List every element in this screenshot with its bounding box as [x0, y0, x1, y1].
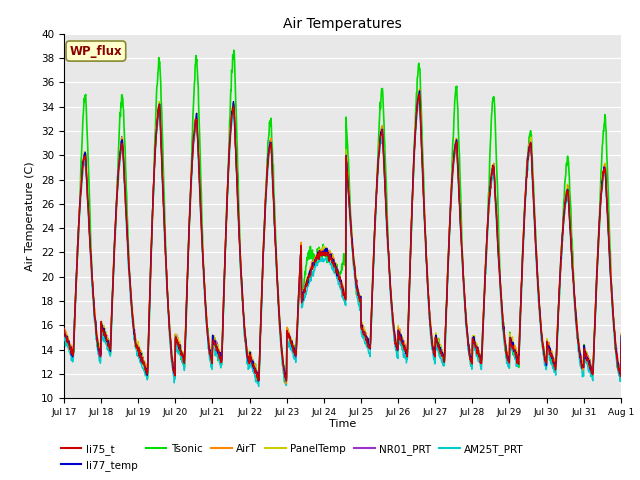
li77_temp: [502, 345, 509, 350]
Tsonic: [335, 274, 343, 280]
li75_t: [335, 275, 342, 281]
AM25T_PRT: [346, 217, 354, 223]
Tsonic: [153, 83, 161, 89]
PanelTemp: [502, 344, 509, 349]
NR01_PRT: [153, 120, 161, 126]
AirT: [60, 327, 68, 333]
AirT: [589, 372, 596, 377]
Line: AM25T_PRT: AM25T_PRT: [64, 101, 640, 386]
li75_t: [346, 210, 354, 216]
PanelTemp: [589, 366, 596, 372]
Legend: li75_t, li77_temp, Tsonic, AirT, PanelTemp, NR01_PRT, AM25T_PRT: li75_t, li77_temp, Tsonic, AirT, PanelTe…: [56, 439, 528, 475]
Tsonic: [60, 330, 68, 336]
li75_t: [589, 370, 596, 375]
AirT: [282, 381, 290, 386]
AM25T_PRT: [153, 131, 161, 136]
NR01_PRT: [283, 377, 291, 383]
AM25T_PRT: [589, 378, 596, 384]
AirT: [153, 120, 161, 126]
Line: li75_t: li75_t: [64, 95, 640, 381]
PanelTemp: [416, 86, 424, 92]
li77_temp: [346, 212, 354, 218]
AirT: [346, 205, 354, 211]
Tsonic: [346, 208, 354, 214]
Tsonic: [282, 379, 290, 385]
Tsonic: [502, 342, 509, 348]
Line: NR01_PRT: NR01_PRT: [64, 94, 640, 380]
X-axis label: Time: Time: [329, 419, 356, 429]
PanelTemp: [335, 276, 342, 282]
Line: PanelTemp: PanelTemp: [64, 89, 640, 379]
li75_t: [415, 92, 423, 97]
li77_temp: [255, 378, 262, 384]
Line: li77_temp: li77_temp: [64, 91, 640, 381]
NR01_PRT: [60, 326, 68, 332]
Title: Air Temperatures: Air Temperatures: [283, 17, 402, 31]
AM25T_PRT: [416, 98, 424, 104]
li77_temp: [60, 328, 68, 334]
PanelTemp: [346, 209, 354, 215]
PanelTemp: [60, 326, 68, 332]
li77_temp: [153, 122, 161, 128]
Line: Tsonic: Tsonic: [64, 50, 640, 382]
NR01_PRT: [502, 343, 509, 349]
AM25T_PRT: [60, 334, 68, 340]
li77_temp: [416, 88, 424, 94]
AirT: [416, 87, 424, 93]
Line: AirT: AirT: [64, 90, 640, 384]
AM25T_PRT: [255, 384, 262, 389]
AM25T_PRT: [335, 280, 342, 286]
NR01_PRT: [335, 271, 342, 276]
li75_t: [502, 345, 509, 350]
AM25T_PRT: [502, 350, 509, 356]
li75_t: [60, 325, 68, 331]
PanelTemp: [255, 376, 262, 382]
Text: WP_flux: WP_flux: [70, 45, 122, 58]
AirT: [502, 344, 509, 350]
li75_t: [283, 378, 291, 384]
Tsonic: [230, 48, 237, 53]
li77_temp: [335, 274, 342, 279]
NR01_PRT: [416, 91, 424, 96]
NR01_PRT: [589, 366, 596, 372]
NR01_PRT: [346, 208, 354, 214]
Y-axis label: Air Temperature (C): Air Temperature (C): [26, 161, 35, 271]
li75_t: [153, 122, 161, 128]
PanelTemp: [153, 117, 161, 122]
li77_temp: [589, 370, 596, 376]
AirT: [335, 274, 342, 279]
Tsonic: [589, 367, 596, 372]
